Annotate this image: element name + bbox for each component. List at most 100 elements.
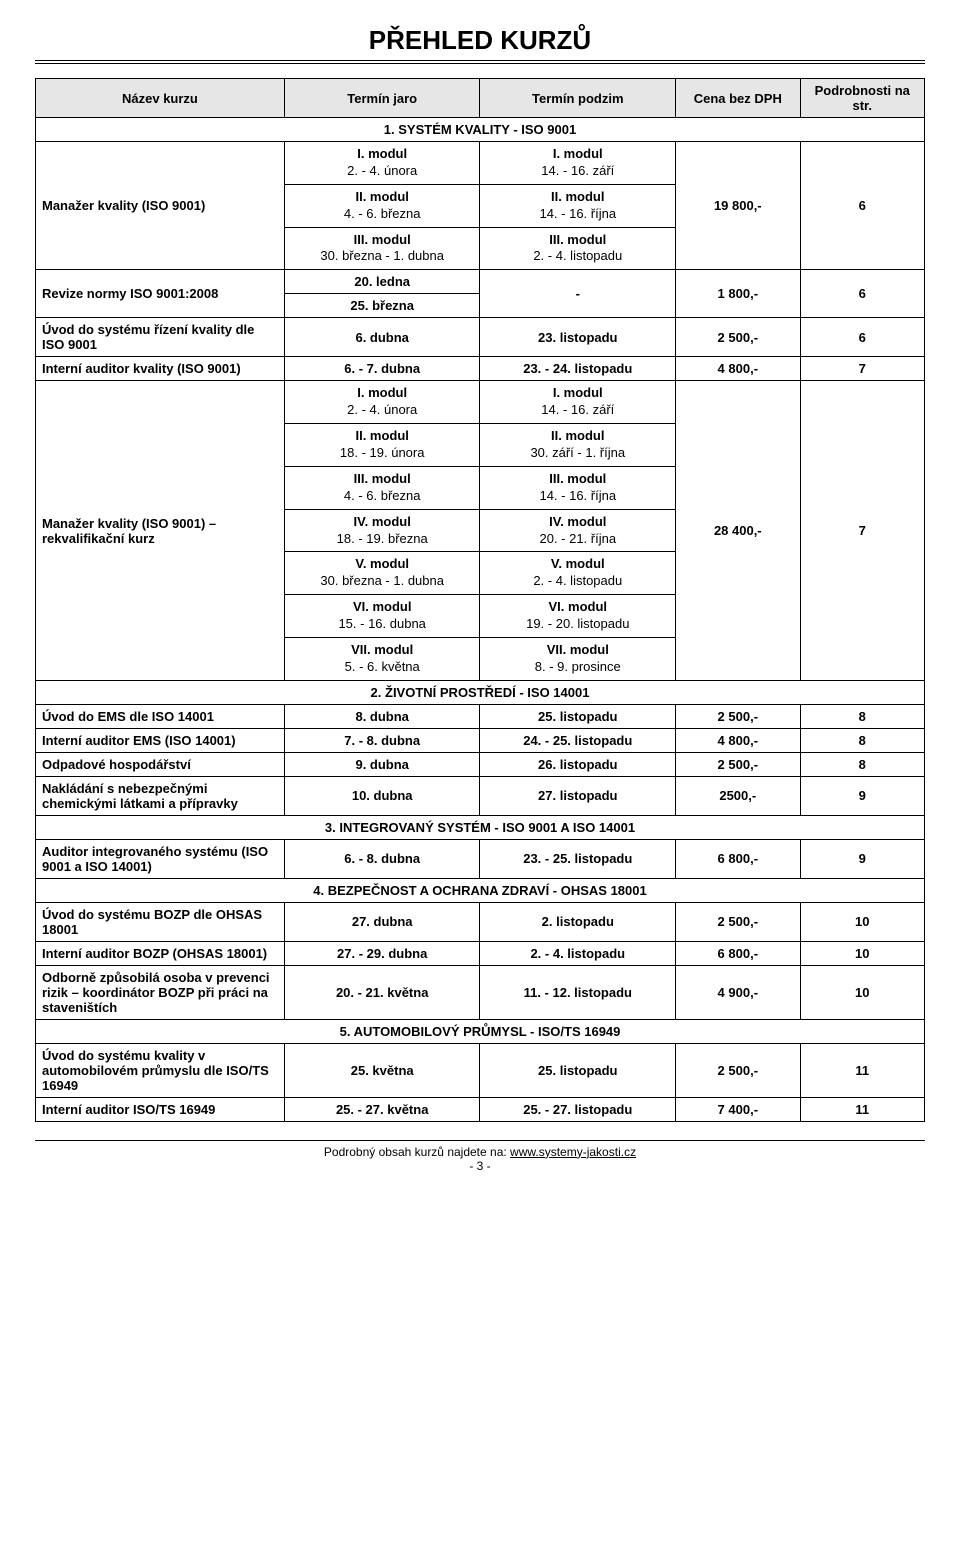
term-spring: 25. - 27. května — [284, 1097, 480, 1121]
term-spring: VI. modul15. - 16. dubna — [284, 595, 480, 638]
course-name: Odborně způsobilá osoba v prevenci rizik… — [36, 965, 285, 1019]
course-name: Interní auditor EMS (ISO 14001) — [36, 728, 285, 752]
term-spring: II. modul18. - 19. února — [284, 424, 480, 467]
col-spring: Termín jaro — [284, 79, 480, 118]
term-autumn: IV. modul20. - 21. října — [480, 509, 676, 552]
page-ref: 6 — [800, 142, 924, 270]
term-spring: 10. dubna — [284, 776, 480, 815]
table-header-row: Název kurzu Termín jaro Termín podzim Ce… — [36, 79, 925, 118]
price: 2 500,- — [676, 752, 800, 776]
price: 4 800,- — [676, 728, 800, 752]
price: 2 500,- — [676, 1043, 800, 1097]
course-name: Interní auditor ISO/TS 16949 — [36, 1097, 285, 1121]
term-autumn: 25. listopadu — [480, 704, 676, 728]
footer-text: Podrobný obsah kurzů najdete na: — [324, 1145, 510, 1159]
term-autumn: 25. - 27. listopadu — [480, 1097, 676, 1121]
table-row: Úvod do systému řízení kvality dle ISO 9… — [36, 318, 925, 357]
page-ref: 11 — [800, 1097, 924, 1121]
table-row: Manažer kvality (ISO 9001) I. modul2. - … — [36, 142, 925, 185]
table-row: Manažer kvality (ISO 9001) – rekvalifika… — [36, 381, 925, 424]
section-5: 5. AUTOMOBILOVÝ PRŮMYSL - ISO/TS 16949 — [36, 1019, 925, 1043]
term-autumn: 23. listopadu — [480, 318, 676, 357]
term-spring: I. modul2. - 4. února — [284, 381, 480, 424]
term-autumn: I. modul14. - 16. září — [480, 381, 676, 424]
term-spring: 9. dubna — [284, 752, 480, 776]
page-ref: 10 — [800, 902, 924, 941]
term-autumn: II. modul30. září - 1. října — [480, 424, 676, 467]
term-spring: III. modul4. - 6. března — [284, 466, 480, 509]
section-3: 3. INTEGROVANÝ SYSTÉM - ISO 9001 A ISO 1… — [36, 815, 925, 839]
price: 4 800,- — [676, 357, 800, 381]
price: 2 500,- — [676, 902, 800, 941]
col-autumn: Termín podzim — [480, 79, 676, 118]
term-spring: 25. května — [284, 1043, 480, 1097]
term-spring: II. modul4. - 6. března — [284, 184, 480, 227]
table-row: Úvod do EMS dle ISO 14001 8. dubna 25. l… — [36, 704, 925, 728]
term-autumn: 25. listopadu — [480, 1043, 676, 1097]
price: 1 800,- — [676, 270, 800, 318]
table-row: Odpadové hospodářství 9. dubna 26. listo… — [36, 752, 925, 776]
section-1: 1. SYSTÉM KVALITY - ISO 9001 — [36, 118, 925, 142]
price: 6 800,- — [676, 941, 800, 965]
term-autumn: 23. - 24. listopadu — [480, 357, 676, 381]
page-ref: 8 — [800, 752, 924, 776]
table-row: Odborně způsobilá osoba v prevenci rizik… — [36, 965, 925, 1019]
term-spring: 20. - 21. května — [284, 965, 480, 1019]
term-autumn: - — [480, 270, 676, 318]
term-spring: 6. - 7. dubna — [284, 357, 480, 381]
page-ref: 6 — [800, 270, 924, 318]
page-ref: 8 — [800, 704, 924, 728]
page-ref: 7 — [800, 357, 924, 381]
price: 2 500,- — [676, 318, 800, 357]
course-name: Auditor integrovaného systému (ISO 9001 … — [36, 839, 285, 878]
term-autumn: III. modul14. - 16. října — [480, 466, 676, 509]
table-row: Úvod do systému kvality v automobilovém … — [36, 1043, 925, 1097]
term-autumn: V. modul2. - 4. listopadu — [480, 552, 676, 595]
course-name: Revize normy ISO 9001:2008 — [36, 270, 285, 318]
term-autumn: 11. - 12. listopadu — [480, 965, 676, 1019]
page-ref: 10 — [800, 941, 924, 965]
term-autumn: 23. - 25. listopadu — [480, 839, 676, 878]
price: 19 800,- — [676, 142, 800, 270]
col-page: Podrobnosti na str. — [800, 79, 924, 118]
table-row: Interní auditor ISO/TS 16949 25. - 27. k… — [36, 1097, 925, 1121]
page-number: - 3 - — [469, 1159, 490, 1173]
term-spring: V. modul30. března - 1. dubna — [284, 552, 480, 595]
course-name: Interní auditor BOZP (OHSAS 18001) — [36, 941, 285, 965]
price: 2500,- — [676, 776, 800, 815]
price: 2 500,- — [676, 704, 800, 728]
table-row: Revize normy ISO 9001:2008 20. ledna - 1… — [36, 270, 925, 294]
course-name: Úvod do systému kvality v automobilovém … — [36, 1043, 285, 1097]
table-row: Auditor integrovaného systému (ISO 9001 … — [36, 839, 925, 878]
footer-link[interactable]: www.systemy-jakosti.cz — [510, 1145, 636, 1159]
price: 4 900,- — [676, 965, 800, 1019]
page-ref: 11 — [800, 1043, 924, 1097]
page-ref: 9 — [800, 839, 924, 878]
page-ref: 6 — [800, 318, 924, 357]
term-spring: 7. - 8. dubna — [284, 728, 480, 752]
term-spring: 27. - 29. dubna — [284, 941, 480, 965]
term-autumn: III. modul2. - 4. listopadu — [480, 227, 676, 270]
term-spring: 6. - 8. dubna — [284, 839, 480, 878]
term-autumn: I. modul14. - 16. září — [480, 142, 676, 185]
col-name: Název kurzu — [36, 79, 285, 118]
page-ref: 7 — [800, 381, 924, 680]
term-autumn: 2. listopadu — [480, 902, 676, 941]
term-spring: VII. modul5. - 6. května — [284, 638, 480, 681]
term-spring: I. modul2. - 4. února — [284, 142, 480, 185]
term-autumn: VI. modul19. - 20. listopadu — [480, 595, 676, 638]
section-4: 4. BEZPEČNOST A OCHRANA ZDRAVÍ - OHSAS 1… — [36, 878, 925, 902]
table-row: Interní auditor EMS (ISO 14001) 7. - 8. … — [36, 728, 925, 752]
term-autumn: 2. - 4. listopadu — [480, 941, 676, 965]
course-name: Manažer kvality (ISO 9001) – rekvalifika… — [36, 381, 285, 680]
term-spring: 25. března — [284, 294, 480, 318]
course-name: Úvod do systému řízení kvality dle ISO 9… — [36, 318, 285, 357]
term-autumn: 27. listopadu — [480, 776, 676, 815]
course-name: Odpadové hospodářství — [36, 752, 285, 776]
course-name: Manažer kvality (ISO 9001) — [36, 142, 285, 270]
course-name: Nakládání s nebezpečnými chemickými látk… — [36, 776, 285, 815]
page-ref: 8 — [800, 728, 924, 752]
term-autumn: VII. modul8. - 9. prosince — [480, 638, 676, 681]
term-autumn: 24. - 25. listopadu — [480, 728, 676, 752]
page-ref: 10 — [800, 965, 924, 1019]
